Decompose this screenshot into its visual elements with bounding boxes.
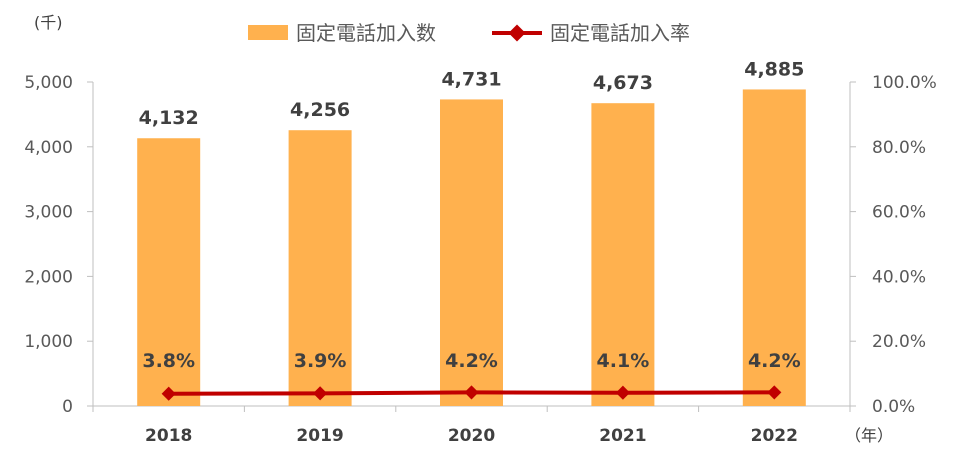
y-left-tick-label: 4,000: [24, 138, 73, 158]
bar-value-label: 4,731: [441, 68, 501, 90]
x-tick-label: 2020: [448, 426, 495, 446]
rate-series: [161, 385, 782, 401]
x-tick-label: 2018: [145, 426, 192, 446]
rate-point: [464, 385, 479, 400]
rate-value-label: 4.2%: [445, 350, 498, 372]
rate-point: [767, 385, 782, 400]
bar-value-label: 4,132: [139, 107, 199, 129]
bar: [288, 130, 352, 407]
x-tick-label: 2021: [599, 426, 646, 446]
x-ticks: 2018 2019 2020 2021 2022: [92, 406, 851, 446]
bar-value-label: 4,885: [744, 58, 804, 80]
x-tick-label: 2022: [751, 426, 798, 446]
bar-value-label: 4,673: [593, 72, 653, 94]
rate-value-label: 4.1%: [597, 350, 650, 372]
bars: [137, 89, 806, 407]
bar-value-labels: 4,132 4,256 4,731 4,673 4,885: [139, 58, 805, 129]
rate-point: [313, 386, 328, 401]
y-left-tick-label: 0: [62, 397, 73, 417]
y-right-tick-label: 100.0%: [872, 73, 937, 93]
y-left-unit-label: (千): [34, 13, 63, 32]
rate-value-label: 3.9%: [294, 350, 347, 372]
y-left-tick-label: 2,000: [24, 267, 73, 287]
y-left-tick-label: 5,000: [24, 73, 73, 93]
bar: [591, 103, 655, 406]
x-tick-label: 2019: [296, 426, 343, 446]
legend-label-bar: 固定電話加入数: [296, 21, 436, 45]
rate-point: [161, 386, 176, 401]
bar: [440, 99, 503, 406]
legend-swatch-marker: [508, 24, 526, 42]
legend-label-line: 固定電話加入率: [550, 21, 690, 45]
y-left-tick-label: 3,000: [24, 203, 73, 223]
rate-value-label: 4.2%: [748, 350, 801, 372]
y-right-tick-label: 60.0%: [872, 203, 926, 223]
legend: 固定電話加入数 固定電話加入率: [248, 21, 690, 45]
rate-point: [615, 385, 630, 400]
y-left-tick-label: 1,000: [24, 332, 73, 352]
bar: [137, 138, 201, 406]
rate-value-labels: 3.8% 3.9% 4.2% 4.1% 4.2%: [142, 350, 800, 372]
bar: [742, 89, 806, 407]
y-right-tick-label: 40.0%: [872, 267, 926, 287]
rate-value-label: 3.8%: [142, 350, 195, 372]
y-right-tick-label: 0.0%: [872, 397, 915, 417]
bar-value-label: 4,256: [290, 99, 350, 121]
y-right-tick-label: 20.0%: [872, 332, 926, 352]
legend-swatch-bar: [248, 25, 288, 40]
y-right-tick-label: 80.0%: [872, 138, 926, 158]
y-left-ticks: 0 1,000 2,000 3,000 4,000 5,000: [24, 73, 93, 417]
x-unit-label: （年）: [845, 426, 893, 445]
y-right-ticks: 0.0% 20.0% 40.0% 60.0% 80.0% 100.0%: [850, 73, 937, 417]
